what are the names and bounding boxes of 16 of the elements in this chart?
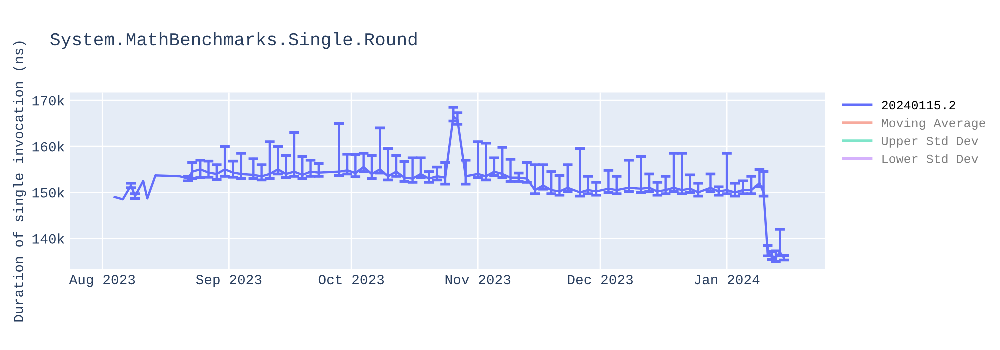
legend-label: Moving Average [882, 118, 986, 130]
chart-title: System.MathBenchmarks.Single.Round [50, 32, 417, 50]
y-tick-label: 170k [32, 96, 64, 106]
y-tick-label: 160k [32, 142, 64, 152]
x-tick-label: Jan 2024 [694, 275, 760, 285]
x-tick-label: Aug 2023 [69, 275, 136, 288]
y-tick-label: 150k [32, 188, 64, 198]
x-tick-label: Oct 2023 [318, 275, 384, 285]
y-axis-title: Duration of single invocation (ns) [13, 42, 26, 322]
legend-label: Upper Std Dev [882, 136, 978, 148]
y-tick-label: 140k [32, 234, 64, 244]
x-tick-label: Sep 2023 [196, 275, 262, 288]
x-tick-label: Nov 2023 [446, 275, 511, 285]
x-tick-label: Dec 2023 [568, 275, 633, 285]
legend-label: 20240115.2 [882, 101, 956, 110]
legend-label: Lower Std Dev [882, 154, 978, 164]
